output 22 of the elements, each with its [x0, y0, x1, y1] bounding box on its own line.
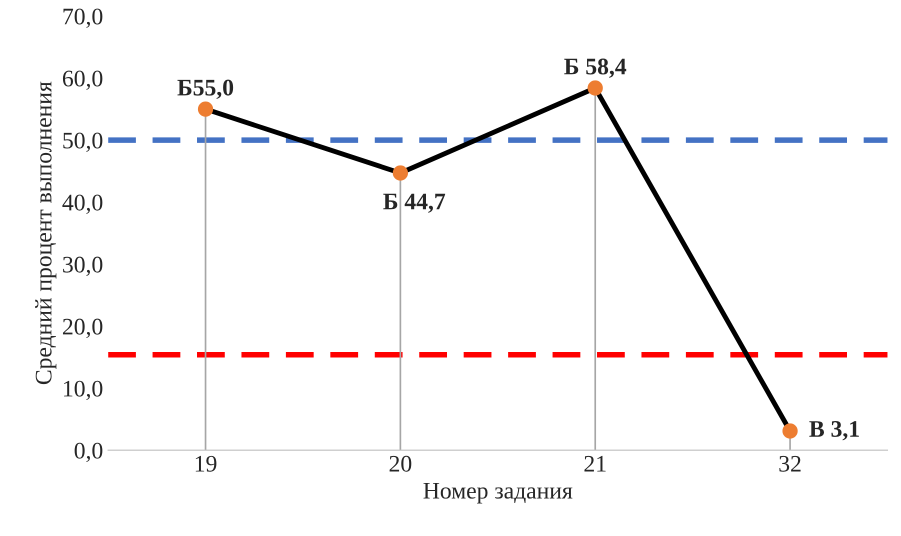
data-label: В 3,1: [809, 421, 859, 440]
x-tick-label: 21: [584, 456, 606, 472]
point: [198, 101, 214, 117]
y-tick-label: 40,0: [62, 194, 102, 214]
y-tick-label: 50,0: [63, 132, 102, 152]
x-tick-label: 32: [779, 456, 801, 472]
y-tick-label: 70,0: [63, 8, 102, 28]
y-tick-label: 60,0: [62, 70, 102, 90]
y-tick-label: 20,0: [62, 318, 102, 338]
data-label: Б55,0: [177, 80, 234, 100]
point: [392, 165, 408, 181]
y-tick-label: 0,0: [74, 442, 102, 462]
x-axis-title: Номер задания: [423, 482, 572, 504]
point: [782, 423, 798, 439]
y-axis-title: Средний процент выполнения: [35, 82, 56, 384]
data-label: Б 44,7: [383, 194, 446, 213]
point: [588, 80, 603, 96]
y-tick-label: 10,0: [64, 380, 102, 400]
y-tick-label: 30,0: [63, 256, 102, 276]
x-tick-label: 19: [196, 456, 216, 472]
data-label: Б 58,4: [564, 58, 626, 78]
x-tick-label: 20: [390, 456, 412, 472]
